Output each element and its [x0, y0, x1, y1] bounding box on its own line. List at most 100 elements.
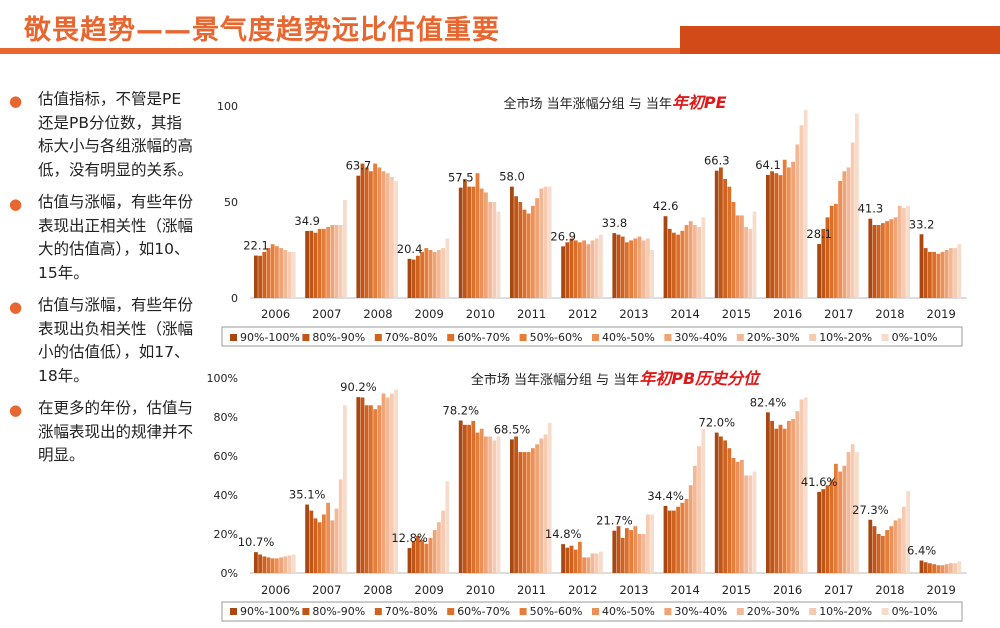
title-accent-block — [680, 26, 1000, 54]
bar — [569, 545, 574, 573]
bar — [953, 563, 957, 573]
legend-label: 80%-90% — [312, 605, 365, 618]
bar — [714, 432, 719, 573]
bar — [270, 244, 275, 298]
legend-swatch — [809, 608, 817, 615]
bar — [676, 234, 680, 298]
bar — [620, 236, 625, 298]
pe-chart: 全市场 当年涨幅分组 与 当年年初PE 0 50 100 2006 22.1 2007 34.… — [217, 93, 967, 347]
legend-swatch — [592, 608, 599, 615]
bar — [390, 393, 394, 573]
chart-title: 全市场 当年涨幅分组 与 当年年初PE — [503, 93, 726, 112]
bar — [936, 565, 941, 573]
bar — [535, 444, 539, 573]
bar — [313, 518, 318, 573]
bar — [561, 246, 565, 298]
bar — [258, 255, 262, 298]
bar — [313, 232, 318, 298]
bar — [616, 526, 621, 573]
bar — [825, 217, 830, 298]
bar — [641, 534, 646, 573]
legend-label: 20%-30% — [747, 605, 800, 618]
bar — [667, 510, 672, 573]
bar — [279, 557, 283, 573]
bar — [697, 226, 701, 298]
bar — [740, 459, 744, 573]
x-tick-label: 2019 — [927, 307, 956, 321]
bar — [727, 448, 732, 573]
bar — [547, 186, 552, 298]
bullet-text: 在更多的年份，估值与涨幅表现出的规律并不明显。 — [38, 399, 194, 464]
bar — [526, 213, 531, 298]
bar — [787, 420, 791, 573]
bar — [825, 485, 830, 573]
legend-swatch — [374, 334, 382, 341]
data-label: 33.8 — [602, 216, 628, 230]
bar — [893, 520, 898, 573]
legend-label: 30%-40% — [674, 605, 727, 618]
bar — [697, 446, 701, 573]
bar — [885, 221, 889, 298]
bar — [893, 217, 898, 298]
bar — [356, 397, 361, 573]
x-tick-label: 2013 — [619, 307, 648, 321]
data-label: 66.3 — [704, 154, 730, 168]
bar — [766, 412, 770, 573]
bar — [305, 504, 309, 573]
bar — [748, 228, 753, 298]
bar — [309, 510, 314, 573]
bar — [322, 514, 326, 573]
x-tick-label: 2014 — [671, 307, 700, 321]
bar — [514, 196, 518, 298]
bar — [723, 178, 727, 298]
legend-swatch — [736, 608, 744, 615]
bar — [629, 530, 633, 573]
bar — [326, 226, 330, 298]
bar — [573, 549, 578, 573]
data-label: 12.8% — [391, 531, 428, 545]
bar — [599, 234, 603, 298]
bar — [803, 109, 808, 298]
legend-label: 20%-30% — [747, 331, 800, 344]
bar — [254, 552, 258, 573]
bar — [322, 228, 326, 298]
data-label: 82.4% — [750, 395, 787, 409]
bar — [330, 520, 335, 573]
bar — [291, 554, 296, 573]
bullet-text: 估值与涨幅，有些年份表现出负相关性（涨幅小的估值低），如17、18年。 — [38, 296, 194, 385]
x-tick-label: 2015 — [722, 307, 751, 321]
legend-swatch — [519, 334, 527, 341]
bar — [876, 534, 881, 573]
data-label: 90.2% — [340, 380, 377, 394]
x-tick-label: 2014 — [671, 583, 700, 597]
x-tick-label: 2008 — [363, 583, 392, 597]
bar — [543, 434, 548, 573]
bar — [514, 436, 518, 573]
data-label: 42.6 — [653, 199, 679, 213]
data-label: 33.2 — [909, 217, 935, 231]
bar — [744, 226, 748, 298]
data-label: 14.8% — [545, 527, 582, 541]
bullet-item: ● 估值与涨幅，有些年份表现出负相关性（涨幅小的估值低），如17、18年。 — [6, 294, 196, 388]
bar — [719, 167, 723, 298]
bar — [902, 207, 906, 298]
bar — [778, 175, 783, 298]
y-tick-label: 0 — [231, 292, 238, 305]
bar — [496, 211, 501, 298]
bar — [731, 457, 736, 573]
bar — [373, 409, 377, 573]
x-tick-label: 2017 — [824, 583, 853, 597]
bar — [369, 405, 373, 573]
legend-label: 40%-50% — [602, 605, 655, 618]
bar — [774, 428, 779, 573]
bar — [684, 498, 689, 573]
bar — [625, 528, 629, 573]
legend-label: 80%-90% — [312, 331, 365, 344]
y-tick-label: 100 — [217, 100, 238, 113]
bar — [445, 238, 450, 298]
bar — [928, 563, 932, 573]
bar — [906, 205, 910, 298]
bar — [420, 539, 424, 573]
bar — [305, 230, 309, 298]
legend-label: 50%-60% — [530, 331, 583, 344]
